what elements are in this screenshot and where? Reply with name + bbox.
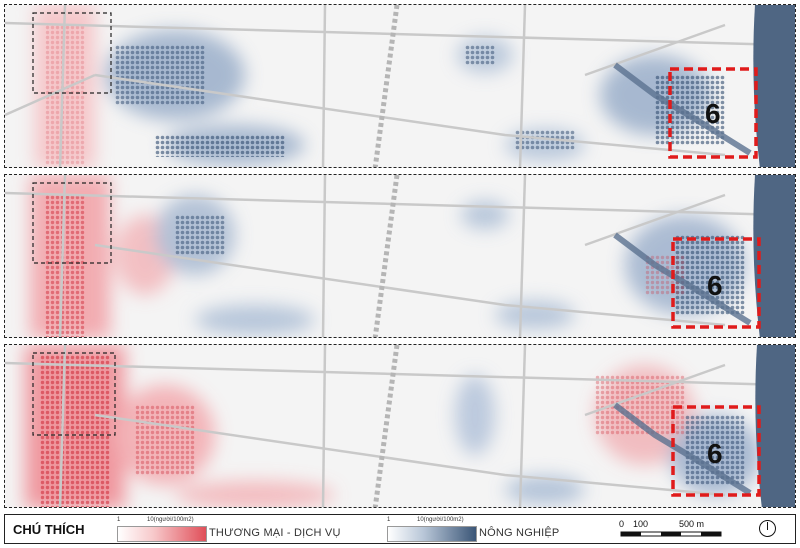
zone-6-frame — [671, 237, 761, 329]
density-map-1: 6 — [5, 5, 795, 167]
zone-6-frame — [671, 405, 761, 497]
legend-title: CHÚ THÍCH — [13, 522, 85, 537]
scale-bar-graphic — [620, 531, 722, 537]
density-map-3: 6 — [5, 345, 795, 507]
agriculture-ramp — [387, 526, 477, 542]
roads — [5, 5, 786, 167]
sea — [753, 5, 795, 167]
map-panel-3: 6 — [4, 344, 796, 508]
commerce-label: THƯƠNG MẠI - DỊCH VỤ — [209, 527, 341, 539]
river — [613, 62, 752, 156]
map-panel-1: 6 — [4, 4, 796, 168]
commerce-min: 1 — [117, 517, 121, 523]
map-panel-2: 6 — [4, 174, 796, 338]
zone-6-frame — [668, 67, 758, 159]
zone-label: 6 — [705, 98, 721, 129]
scale-tick: 500 m — [679, 519, 705, 529]
zone-label: 6 — [707, 270, 723, 301]
agriculture-label: NÔNG NGHIỆP — [479, 527, 560, 539]
commerce-ramp — [117, 526, 207, 542]
agriculture-max: 10(người/100m2) — [417, 517, 464, 523]
compass-icon — [759, 520, 776, 537]
density-map-2: 6 — [5, 175, 795, 337]
inset-frame — [32, 12, 112, 94]
rail-line — [372, 5, 400, 167]
scale-bar: 0 100 500 m — [617, 515, 727, 543]
map-legend: CHÚ THÍCH 1 10(người/100m2) THƯƠNG MẠI -… — [4, 514, 796, 544]
commerce-max: 10(người/100m2) — [147, 517, 194, 523]
zone-label: 6 — [707, 438, 723, 469]
scale-tick: 100 — [633, 519, 649, 529]
agriculture-min: 1 — [387, 517, 391, 523]
scale-tick: 0 — [619, 519, 625, 529]
